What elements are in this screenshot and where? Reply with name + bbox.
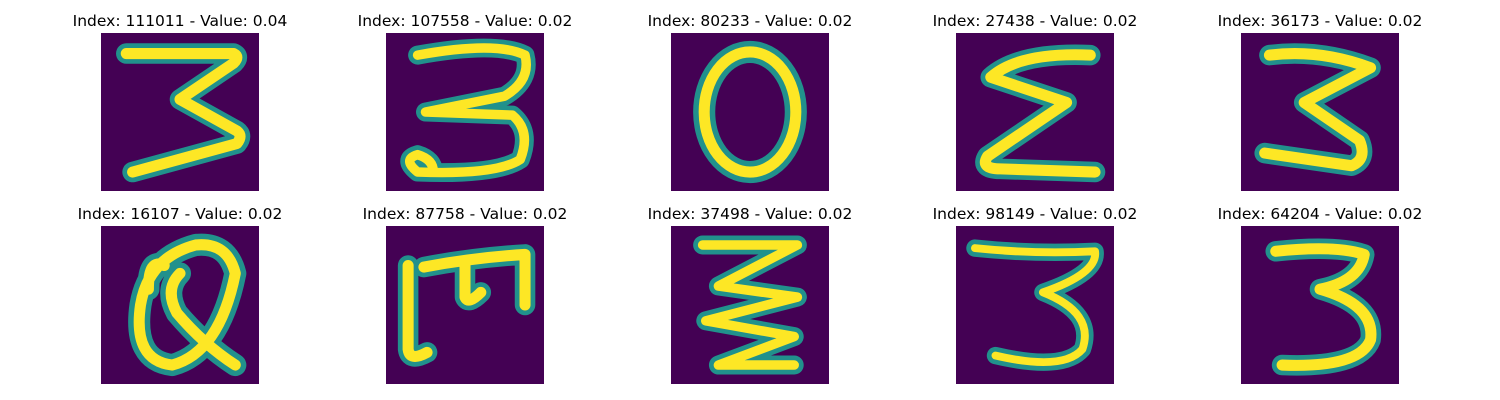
grid-panel: Index: 98149 - Value: 0.02 <box>885 204 1185 394</box>
panel-title: Index: 64204 - Value: 0.02 <box>1217 205 1423 223</box>
digit-image <box>956 226 1114 384</box>
digit-image <box>101 226 259 384</box>
grid-panel: Index: 37498 - Value: 0.02 <box>600 204 900 394</box>
grid-panel: Index: 80233 - Value: 0.02 <box>600 11 900 201</box>
digit-image <box>956 33 1114 191</box>
digit-image <box>1241 33 1399 191</box>
grid-panel: Index: 16107 - Value: 0.02 <box>30 204 330 394</box>
panel-title: Index: 111011 - Value: 0.04 <box>72 12 288 30</box>
grid-panel: Index: 27438 - Value: 0.02 <box>885 11 1185 201</box>
digit-image <box>671 33 829 191</box>
panel-title: Index: 37498 - Value: 0.02 <box>647 205 853 223</box>
panel-title: Index: 107558 - Value: 0.02 <box>357 12 573 30</box>
panel-title: Index: 87758 - Value: 0.02 <box>362 205 568 223</box>
digit-image <box>386 226 544 384</box>
digit-image <box>1241 226 1399 384</box>
grid-panel: Index: 87758 - Value: 0.02 <box>315 204 615 394</box>
grid-panel: Index: 36173 - Value: 0.02 <box>1170 11 1470 201</box>
panel-title: Index: 27438 - Value: 0.02 <box>932 12 1138 30</box>
grid-panel: Index: 107558 - Value: 0.02 <box>315 11 615 201</box>
panel-title: Index: 98149 - Value: 0.02 <box>932 205 1138 223</box>
digit-image <box>386 33 544 191</box>
panel-title: Index: 16107 - Value: 0.02 <box>77 205 283 223</box>
digit-image <box>671 226 829 384</box>
panel-title: Index: 80233 - Value: 0.02 <box>647 12 853 30</box>
panel-title: Index: 36173 - Value: 0.02 <box>1217 12 1423 30</box>
grid-panel: Index: 64204 - Value: 0.02 <box>1170 204 1470 394</box>
digit-image <box>101 33 259 191</box>
grid-panel: Index: 111011 - Value: 0.04 <box>30 11 330 201</box>
